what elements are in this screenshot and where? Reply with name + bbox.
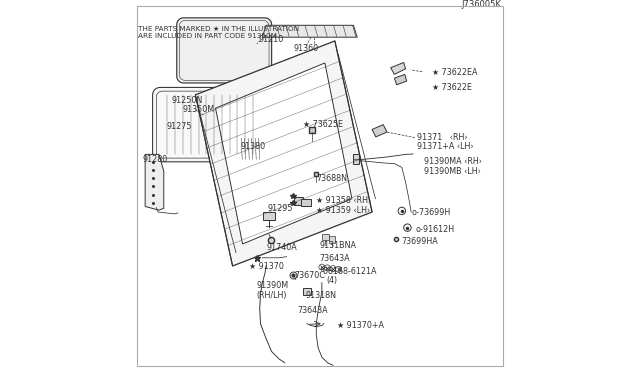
Circle shape [319,264,325,270]
Ellipse shape [207,117,214,132]
Text: 91371+A ‹LH›: 91371+A ‹LH› [417,142,473,151]
Text: 73670C: 73670C [294,271,325,280]
Text: o-73699H: o-73699H [411,208,451,217]
Text: 91350M: 91350M [182,105,214,114]
Text: 91740A: 91740A [266,243,297,252]
Text: 91250N: 91250N [172,96,202,105]
Text: ★ 73622E: ★ 73622E [431,83,472,92]
Bar [301,199,310,206]
Text: ★ 73622EA: ★ 73622EA [431,68,477,77]
Circle shape [404,224,411,231]
Text: 9131BNA: 9131BNA [319,241,356,250]
Polygon shape [177,18,271,83]
Text: ★ 73625E: ★ 73625E [303,120,343,129]
Text: 91360: 91360 [294,44,319,53]
Circle shape [398,207,406,215]
Text: 91275: 91275 [166,122,192,131]
Text: ★ 91370: ★ 91370 [250,262,284,270]
Text: ★ 91359 ‹LH›: ★ 91359 ‹LH› [316,206,371,215]
Text: ★ 91370+A: ★ 91370+A [337,321,384,330]
Text: J736005K: J736005K [461,0,502,9]
Text: 73643A: 73643A [298,306,328,315]
Text: 91390MA ‹RH›: 91390MA ‹RH› [424,157,482,166]
Text: 73643A: 73643A [319,254,350,263]
Text: 91390M: 91390M [257,281,289,290]
Text: 91318N: 91318N [305,291,336,300]
Polygon shape [390,62,406,74]
Circle shape [335,266,342,272]
Bar [322,234,328,240]
Text: o-91612H: o-91612H [415,225,455,234]
Text: °08168-6121A: °08168-6121A [319,267,377,276]
Bar [294,197,303,205]
Polygon shape [262,25,357,37]
Text: 91371   ‹RH›: 91371 ‹RH› [417,133,467,142]
Text: (4): (4) [326,276,338,285]
Polygon shape [240,134,261,160]
Polygon shape [152,87,268,162]
Bar [353,154,360,164]
Text: THE PARTS MARKED ★ IN THE ILLUSTRATION
ARE INCLUDED IN PART CODE 91350M: THE PARTS MARKED ★ IN THE ILLUSTRATION A… [138,26,300,39]
Text: 73688N: 73688N [316,174,348,183]
Text: 91390MB ‹LH›: 91390MB ‹LH› [424,167,481,176]
Polygon shape [394,74,406,85]
Text: 73699HA: 73699HA [402,237,438,246]
Text: 91210: 91210 [259,35,284,44]
Text: (RH/LH): (RH/LH) [257,291,287,300]
Text: 91280: 91280 [142,155,168,164]
Text: ★ 91358 ‹RH›: ★ 91358 ‹RH› [316,196,371,205]
Polygon shape [195,41,372,266]
Bar [303,288,312,295]
Bar [264,212,275,220]
Circle shape [330,266,336,272]
Polygon shape [216,63,352,244]
Text: 91380: 91380 [240,142,265,151]
Circle shape [324,265,330,271]
Bar [328,236,335,243]
Polygon shape [372,125,387,137]
Polygon shape [145,154,164,210]
Text: 91295: 91295 [267,204,292,213]
